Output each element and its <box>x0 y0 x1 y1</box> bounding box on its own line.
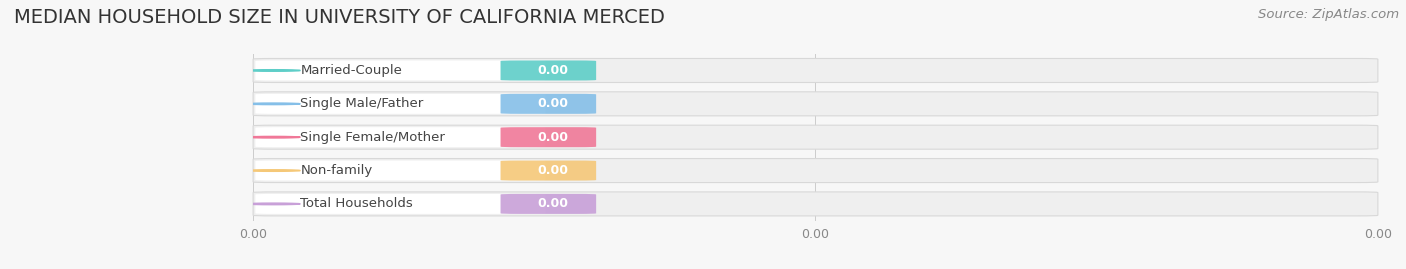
FancyBboxPatch shape <box>256 127 546 147</box>
FancyBboxPatch shape <box>501 161 596 180</box>
FancyBboxPatch shape <box>253 125 1378 149</box>
Text: 0.00: 0.00 <box>537 97 568 110</box>
Circle shape <box>246 170 301 171</box>
FancyBboxPatch shape <box>501 194 596 214</box>
FancyBboxPatch shape <box>256 194 546 214</box>
FancyBboxPatch shape <box>253 92 1378 116</box>
FancyBboxPatch shape <box>501 61 596 80</box>
Text: MEDIAN HOUSEHOLD SIZE IN UNIVERSITY OF CALIFORNIA MERCED: MEDIAN HOUSEHOLD SIZE IN UNIVERSITY OF C… <box>14 8 665 27</box>
Text: 0.00: 0.00 <box>537 197 568 210</box>
FancyBboxPatch shape <box>256 161 546 180</box>
Circle shape <box>246 70 301 71</box>
Text: 0.00: 0.00 <box>537 131 568 144</box>
Text: Source: ZipAtlas.com: Source: ZipAtlas.com <box>1258 8 1399 21</box>
Circle shape <box>246 136 301 138</box>
FancyBboxPatch shape <box>253 158 1378 183</box>
Text: Total Households: Total Households <box>301 197 413 210</box>
Circle shape <box>246 203 301 205</box>
FancyBboxPatch shape <box>501 94 596 114</box>
Text: Single Female/Mother: Single Female/Mother <box>301 131 446 144</box>
Circle shape <box>246 103 301 105</box>
Text: Non-family: Non-family <box>301 164 373 177</box>
Text: 0.00: 0.00 <box>537 64 568 77</box>
FancyBboxPatch shape <box>256 61 546 80</box>
Text: Married-Couple: Married-Couple <box>301 64 402 77</box>
Text: Single Male/Father: Single Male/Father <box>301 97 423 110</box>
FancyBboxPatch shape <box>256 94 546 114</box>
FancyBboxPatch shape <box>501 127 596 147</box>
FancyBboxPatch shape <box>253 192 1378 216</box>
Text: 0.00: 0.00 <box>537 164 568 177</box>
FancyBboxPatch shape <box>253 58 1378 83</box>
